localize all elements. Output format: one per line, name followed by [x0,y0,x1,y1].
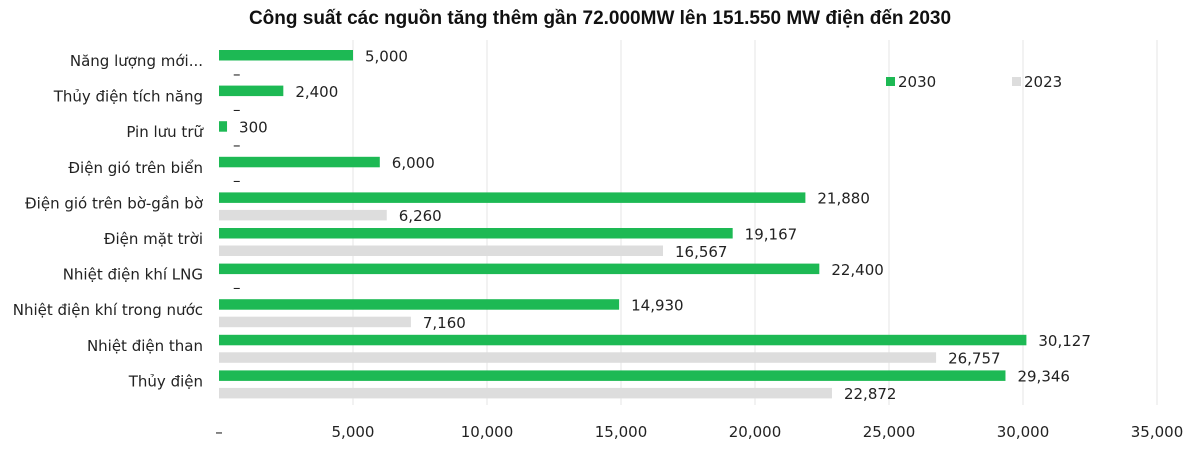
bar-2030 [219,85,284,97]
bar-2030 [219,192,806,203]
data-label-2030: 30,127 [1038,332,1091,350]
data-label-2023: 26,757 [948,350,1001,368]
category-label: Thủy điện tích năng [53,88,203,106]
data-label-2023: 6,260 [399,207,442,225]
x-tick-label: – [215,423,223,441]
legend-label-2023: 2023 [1024,73,1062,91]
data-label-2023: – [233,172,241,190]
bar-2030 [219,370,1006,381]
bar-2023 [219,387,832,399]
bar-2030 [219,50,353,61]
category-label: Điện gió trên bờ-gần bờ [25,194,204,212]
bar-2023 [219,316,411,328]
data-label-2030: 21,880 [817,190,870,208]
x-tick-label: 5,000 [332,423,375,441]
category-label: Pin lưu trữ [126,123,204,141]
x-tick-label: 35,000 [1131,423,1184,441]
legend-swatch-2030 [886,77,895,86]
category-label: Nhiệt điện khí LNG [63,266,203,284]
chart-title: Công suất các nguồn tăng thêm gần 72.000… [248,8,952,29]
bar-2023 [219,352,937,363]
bar-2023 [219,209,387,221]
bar-2030 [219,334,1027,346]
x-tick-label: 10,000 [461,423,514,441]
bar-2030 [219,228,733,239]
legend-label-2030: 2030 [898,73,936,91]
x-tick-label: 25,000 [863,423,916,441]
data-label-2030: 14,930 [631,296,684,314]
bar-2030 [219,263,820,275]
data-label-2030: 300 [239,118,268,136]
data-label-2030: 5,000 [365,47,408,65]
x-tick-label: 20,000 [729,423,782,441]
category-label: Năng lượng mới... [70,52,203,70]
data-label-2023: – [233,278,241,296]
category-label: Nhiệt điện khí trong nước [13,301,203,319]
bar-2030 [219,299,620,310]
data-label-2030: 29,346 [1017,368,1070,386]
data-label-2023: – [233,100,241,118]
data-label-2023: – [233,136,241,154]
category-label: Thủy điện [128,372,203,390]
data-label-2030: 19,167 [745,225,798,243]
legend-swatch-2023 [1012,77,1021,86]
data-label-2023: 7,160 [423,314,466,332]
bar-2030 [219,156,380,168]
x-tick-label: 30,000 [997,423,1050,441]
data-label-2023: 16,567 [675,243,728,261]
category-label: Điện gió trên biển [68,159,203,177]
data-label-2030: 6,000 [392,154,435,172]
x-tick-label: 15,000 [595,423,648,441]
category-label: Nhiệt điện than [87,337,203,355]
category-label: Điện mặt trời [104,230,203,248]
bar-2023 [219,245,663,256]
data-label-2023: 22,872 [844,385,897,403]
data-label-2030: 22,400 [831,261,884,279]
data-label-2030: 2,400 [295,83,338,101]
data-label-2023: – [233,65,241,83]
bar-2030 [219,121,228,132]
